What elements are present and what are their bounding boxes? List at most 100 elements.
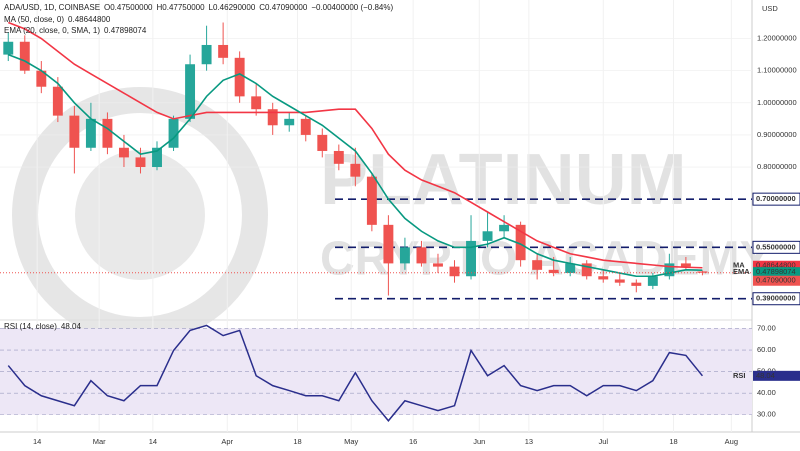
candle-body <box>267 109 278 126</box>
currency: USD <box>762 4 778 13</box>
y-tick-label: 1.20000000 <box>757 34 797 43</box>
candle-body <box>102 118 113 148</box>
watermark: PLATINUM CRYPTO ACADEMY <box>12 87 772 343</box>
candle-body <box>52 86 63 116</box>
legend-ohlc: L0.46290000 <box>209 3 256 12</box>
panel <box>0 324 752 422</box>
candle-body <box>515 224 526 261</box>
candle-body <box>36 70 47 87</box>
price-tag <box>753 260 800 271</box>
y-tick-label: 70.00 <box>757 323 776 332</box>
candle-body <box>466 240 476 277</box>
x-tick-label: Mar <box>93 437 106 446</box>
candle-body <box>69 115 80 148</box>
x-tick-label: 13 <box>525 437 533 446</box>
legend-ohlc: C0.47090000 <box>259 3 308 12</box>
legend-ohlc: O0.47500000 <box>104 3 153 12</box>
legend-value: 48.04 <box>61 322 82 331</box>
candle-body <box>168 118 179 148</box>
legend-name: EMA (20, close, 0, SMA, 1) <box>4 26 100 35</box>
price-tag-name: MA <box>733 261 745 270</box>
candle-body <box>631 282 642 286</box>
y-tick-label: 40.00 <box>757 388 776 397</box>
level-label: 0.55000000 <box>756 242 796 251</box>
level-box <box>752 292 800 306</box>
x-tick-label: Jul <box>598 437 608 446</box>
watermark-coin <box>75 150 205 280</box>
price-tag <box>753 267 800 278</box>
x-tick-label: Jun <box>473 437 485 446</box>
candle-body <box>416 247 427 264</box>
candle-body <box>399 247 410 264</box>
candle-body <box>614 279 625 283</box>
legend-ohlc: −0.00400000 (−0.84%) <box>311 3 393 12</box>
candle-body <box>482 231 493 241</box>
candle-body <box>333 150 344 164</box>
x-tick-label: Aug <box>725 437 738 446</box>
candle-body <box>548 269 559 274</box>
legend-title: ADA/USD, 1D, COINBASE <box>4 3 100 12</box>
candle-body <box>449 266 460 277</box>
candle-body <box>366 176 377 225</box>
candle-body <box>680 263 691 267</box>
candle-body <box>300 118 311 135</box>
y-tick-label: 1.10000000 <box>757 66 797 75</box>
candle-body <box>19 41 30 71</box>
candle-body <box>317 134 328 151</box>
level-box <box>752 240 800 254</box>
candle-body <box>135 157 146 168</box>
price-tag <box>753 370 800 381</box>
candle-body <box>664 263 675 277</box>
watermark-text: CRYPTO ACADEMY <box>320 233 772 286</box>
price-tag-label: 0.48644800 <box>756 261 796 270</box>
legend-value: 0.47898074 <box>104 26 147 35</box>
x-tick-label: 14 <box>33 437 41 446</box>
legend-value: 0.48644800 <box>68 15 111 24</box>
candle-body <box>565 263 576 274</box>
watermark-text: PLATINUM <box>320 140 687 220</box>
candle-body <box>350 163 361 177</box>
candle-body <box>185 64 196 119</box>
x-tick-label: Apr <box>221 437 233 446</box>
rsi-line <box>7 324 704 422</box>
candle-body <box>598 276 609 280</box>
level-box <box>752 192 800 206</box>
candle-body <box>201 44 212 65</box>
legend-name: MA (50, close, 0) <box>4 15 64 24</box>
candle-body <box>433 263 443 267</box>
ma-line <box>7 21 703 269</box>
level-label: 0.70000000 <box>756 194 796 203</box>
level-label: 0.39000000 <box>756 294 796 303</box>
y-tick-label: 60.00 <box>757 345 776 354</box>
x-tick-label: 16 <box>409 437 417 446</box>
candle-body <box>647 276 658 286</box>
y-tick-label: 0.90000000 <box>757 130 797 139</box>
candle-body <box>532 260 543 270</box>
candle-body <box>218 44 229 58</box>
x-tick-label: May <box>344 437 358 446</box>
candle-body <box>383 224 394 264</box>
candle-body <box>499 224 510 232</box>
y-tick-label: 30.00 <box>757 410 776 419</box>
candle-body <box>85 118 96 148</box>
candle-body <box>3 41 14 55</box>
ma-line <box>7 53 703 278</box>
candle-body <box>697 271 708 273</box>
candle-body <box>284 118 295 126</box>
legend-name: RSI (14, close) <box>4 322 57 331</box>
price-tag-label: 0.47090000 <box>756 276 796 285</box>
candle-body <box>581 263 592 277</box>
x-tick-label: 18 <box>293 437 301 446</box>
candle-body <box>118 147 129 158</box>
price-tag-name: EMA <box>733 267 750 276</box>
price-tag-label: 0.47898074 <box>756 267 796 276</box>
candle-body <box>234 57 245 97</box>
y-tick-label: 1.00000000 <box>757 98 797 107</box>
legend-ohlc: H0.47750000 <box>157 3 206 12</box>
y-tick-label: 0.80000000 <box>757 162 797 171</box>
price-tag-label: 48.04 <box>756 371 775 380</box>
candle-body <box>251 96 262 110</box>
x-tick-label: 18 <box>669 437 677 446</box>
candle-body <box>152 147 162 168</box>
